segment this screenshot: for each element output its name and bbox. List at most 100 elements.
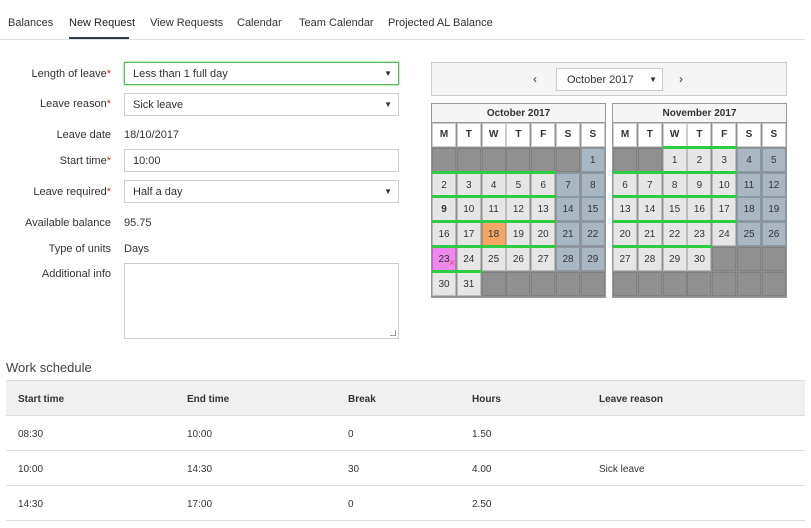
calendar-day[interactable]: 29 [662, 247, 687, 271]
calendar-day[interactable]: 18 [737, 197, 761, 222]
calendar-day[interactable]: 6 [613, 172, 637, 197]
leave-required-label: Leave required* [33, 186, 111, 198]
length-of-leave-select[interactable]: Less than 1 full day ▼ [124, 62, 399, 85]
calendar-navigation: ‹ October 2017 ▼ › [431, 62, 787, 96]
week-schedule-bar [432, 220, 556, 224]
calendar-day[interactable]: 25 [737, 222, 761, 247]
calendar-day[interactable]: 31 [456, 271, 481, 296]
tab-balances[interactable]: Balances [8, 17, 54, 29]
month-grid-november: November 2017 M T W T F S S 1 2 3 4 5 6 7 8 9 10 11 12 13 14… [612, 103, 787, 298]
tab-view-requests[interactable]: View Requests [150, 17, 224, 29]
table-cell: 1.50 [472, 429, 492, 440]
calendar-day[interactable]: 9 [687, 172, 712, 197]
week-schedule-bar [613, 245, 713, 248]
calendar-day[interactable]: 27 [531, 247, 556, 271]
month-select[interactable]: October 2017 ▼ [556, 68, 663, 91]
calendar-day[interactable]: 11 [737, 172, 761, 197]
start-time-input[interactable]: 10:00 [124, 149, 399, 172]
calendar-day[interactable]: 27 [613, 247, 637, 271]
calendar-day[interactable]: 28 [637, 247, 662, 271]
chevron-down-icon: ▼ [649, 75, 657, 84]
calendar-day[interactable]: 15 [580, 197, 605, 222]
calendar-empty-cell [737, 247, 761, 271]
calendar-day[interactable]: 10 [456, 197, 481, 222]
calendar-day[interactable]: 17 [712, 197, 737, 222]
calendar-day[interactable]: 7 [637, 172, 662, 197]
calendar-day[interactable]: 20 [613, 222, 637, 247]
calendar-day[interactable]: 8 [662, 172, 687, 197]
calendar-day[interactable]: 5 [506, 172, 531, 197]
calendar-day[interactable]: 5 [761, 147, 786, 172]
calendar-day[interactable]: 22 [580, 222, 605, 247]
calendar-day[interactable]: 13 [531, 197, 556, 222]
calendar-day[interactable]: 4 [481, 172, 506, 197]
calendar-day[interactable]: 17 [456, 222, 481, 247]
calendar-day[interactable]: 25 [481, 247, 506, 271]
close-icon[interactable]: × [449, 258, 455, 269]
calendar-day[interactable]: 11 [481, 197, 506, 222]
calendar-day[interactable]: 21 [556, 222, 580, 247]
tab-projected-al-balance[interactable]: Projected AL Balance [388, 17, 493, 29]
calendar-day[interactable]: 10 [712, 172, 737, 197]
calendar-day[interactable]: 2 [432, 172, 456, 197]
calendar-day[interactable]: 19 [506, 222, 531, 247]
calendar-day[interactable]: 24 [712, 222, 737, 247]
calendar-day[interactable]: 22 [662, 222, 687, 247]
calendar-day[interactable]: 14 [556, 197, 580, 222]
calendar-day[interactable]: 3 [712, 147, 737, 172]
active-tab-indicator [69, 37, 129, 39]
calendar-empty-cell [456, 147, 481, 172]
calendar-day[interactable]: 20 [531, 222, 556, 247]
calendar-day[interactable]: 26 [506, 247, 531, 271]
calendar-day[interactable]: 14 [637, 197, 662, 222]
calendar-day[interactable]: 15 [662, 197, 687, 222]
table-cell: 2.50 [472, 499, 492, 510]
calendar-day[interactable]: 1 [662, 147, 687, 172]
calendar-day[interactable]: 12 [506, 197, 531, 222]
calendar-day[interactable]: 8 [580, 172, 605, 197]
tab-team-calendar[interactable]: Team Calendar [299, 17, 374, 29]
calendar-day[interactable]: 13 [613, 197, 637, 222]
tab-calendar[interactable]: Calendar [237, 17, 282, 29]
calendar-day[interactable]: 12 [761, 172, 786, 197]
calendar-day[interactable]: 19 [761, 197, 786, 222]
additional-info-textarea[interactable] [124, 263, 399, 339]
available-balance-value: 95.75 [124, 217, 152, 229]
calendar-day[interactable]: 21 [637, 222, 662, 247]
week-schedule-bar [432, 170, 556, 174]
calendar-day[interactable]: 1 [580, 147, 605, 172]
chevron-down-icon: ▼ [384, 187, 392, 196]
calendar-day[interactable]: 16 [432, 222, 456, 247]
calendar-day[interactable]: 29 [580, 247, 605, 271]
leave-required-select[interactable]: Half a day ▼ [124, 180, 399, 203]
leave-reason-select[interactable]: Sick leave ▼ [124, 93, 399, 116]
calendar-day[interactable]: 28 [556, 247, 580, 271]
calendar-day[interactable]: 7 [556, 172, 580, 197]
calendar-empty-cell [687, 271, 712, 296]
resize-handle-icon[interactable] [390, 330, 396, 336]
calendar-day[interactable]: 9 [432, 197, 456, 222]
weekday-header: M [432, 123, 456, 147]
table-cell: 08:30 [18, 429, 44, 440]
calendar-day[interactable]: 2 [687, 147, 712, 172]
calendar-day[interactable]: 23 [687, 222, 712, 247]
calendar-day[interactable]: 30 [687, 247, 712, 271]
calendar-day[interactable]: 4 [737, 147, 761, 172]
column-header: Hours [472, 394, 501, 405]
weekday-header: T [687, 123, 712, 147]
calendar-empty-cell [737, 271, 761, 296]
calendar-day[interactable]: 3 [456, 172, 481, 197]
calendar-day[interactable]: 24 [456, 247, 481, 271]
calendar-day[interactable]: 18 [481, 222, 506, 247]
calendar-day[interactable]: 16 [687, 197, 712, 222]
calendar-day[interactable]: 30 [432, 271, 456, 296]
calendar-day[interactable]: 6 [531, 172, 556, 197]
week-schedule-bar [613, 220, 737, 224]
chevron-right-icon[interactable]: › [679, 72, 683, 86]
weekday-header: S [556, 123, 580, 147]
tab-new-request[interactable]: New Request [69, 17, 136, 29]
calendar-day[interactable]: 26 [761, 222, 786, 247]
table-row: 14:30 17:00 0 2.50 [6, 486, 805, 521]
table-cell: 30 [348, 464, 360, 475]
chevron-left-icon[interactable]: ‹ [533, 72, 537, 86]
